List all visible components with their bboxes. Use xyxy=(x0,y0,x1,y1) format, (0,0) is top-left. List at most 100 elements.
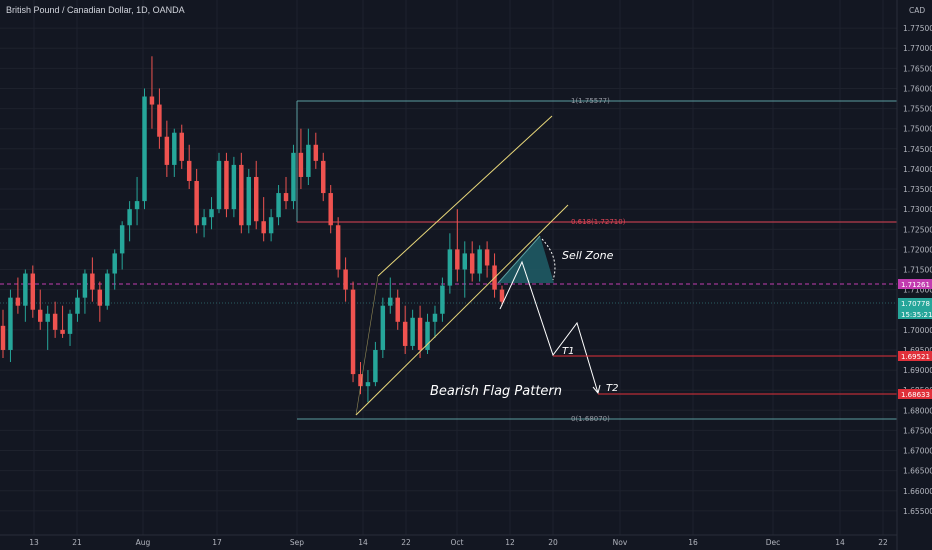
fib-level-0618-label: 0.618(1.72710) xyxy=(571,218,626,226)
candle-body xyxy=(38,309,43,322)
candle-body xyxy=(134,201,140,210)
candle-body xyxy=(432,313,438,322)
sell-zone-edge xyxy=(497,235,541,284)
candle-body xyxy=(127,209,132,226)
target-1-label: T1 xyxy=(562,346,574,357)
x-tick-labels: 13 21 Aug 17 Sep 14 22 Oct 12 20 Nov 16 Dec 14 22 xyxy=(29,538,888,547)
candle-body xyxy=(246,176,252,226)
channel-upper-line[interactable] xyxy=(377,115,553,277)
currency-label: CAD xyxy=(909,6,925,15)
y-tick-labels: 1.77500 1.77000 1.76500 1.76000 1.75500 1.750… xyxy=(903,24,932,516)
y-tick-label: 1.73500 xyxy=(903,185,932,194)
candle-body xyxy=(343,269,348,290)
target-1-price-tag-bg xyxy=(898,351,932,361)
candle-body xyxy=(425,321,430,350)
candle-body xyxy=(410,317,415,346)
x-tick-label: Nov xyxy=(613,538,628,547)
candle-body xyxy=(365,382,371,387)
candle-body xyxy=(440,285,445,314)
y-tick-label: 1.76000 xyxy=(903,84,932,93)
fib-level-1-label: 1(1.75577) xyxy=(571,97,610,105)
candle-body xyxy=(119,225,125,254)
y-tick-label: 1.71500 xyxy=(903,266,932,275)
x-tick-label: 17 xyxy=(212,538,222,547)
countdown-text: 15:35:21 xyxy=(901,311,932,319)
x-tick-label: 14 xyxy=(358,538,368,547)
sell-zone-label: Sell Zone xyxy=(562,249,614,262)
x-tick-label: Sep xyxy=(290,538,304,547)
last-price-tag: 1.70778 15:35:21 xyxy=(898,298,932,319)
candle-body xyxy=(455,249,460,270)
y-tick-label: 1.75500 xyxy=(903,105,932,114)
candle-body xyxy=(112,253,117,274)
y-tick-label: 1.74000 xyxy=(903,165,932,174)
candle-body xyxy=(373,349,378,383)
candle-body xyxy=(395,297,400,322)
candle-body xyxy=(209,209,214,218)
candle-body xyxy=(350,289,356,375)
projection-arrowhead xyxy=(592,384,601,395)
candle-body xyxy=(335,225,341,270)
price-axis-background xyxy=(897,0,932,550)
flagpole-line[interactable] xyxy=(355,275,379,416)
fibonacci-retracement[interactable]: 1(1.75577) 0.618(1.72710) 0(1.68070) xyxy=(296,97,897,423)
sell-zone-arrow xyxy=(541,238,556,281)
fib-level-0-label: 0(1.68070) xyxy=(571,415,610,423)
candle-body xyxy=(313,144,319,161)
y-tick-label: 1.76500 xyxy=(903,64,932,73)
x-tick-label: 21 xyxy=(72,538,82,547)
target-1-price-tag-text: 1.69521 xyxy=(901,353,930,361)
candle-body xyxy=(499,289,505,302)
candle-body xyxy=(186,160,192,181)
candle-body xyxy=(231,164,237,210)
y-tick-label: 1.72500 xyxy=(903,225,932,234)
price-axis[interactable]: CAD 1.775001.770001.765001.760001.755001… xyxy=(896,0,932,550)
last-price-tag-bg xyxy=(898,298,932,319)
candle-body xyxy=(82,273,88,298)
candle-body xyxy=(484,249,490,266)
y-tick-label: 1.66500 xyxy=(903,467,932,476)
price-tags: 1.71261 1.70778 15:35:21 1.69521 1.68633 xyxy=(898,279,932,399)
channel-lower-line[interactable] xyxy=(355,204,569,416)
target-1-price-tag: 1.69521 xyxy=(898,351,932,361)
y-tick-label: 1.72000 xyxy=(903,245,932,254)
x-tick-label: 22 xyxy=(878,538,888,547)
y-tick-label: 1.66000 xyxy=(903,487,932,496)
candle-body xyxy=(417,317,423,350)
x-tick-label: 12 xyxy=(505,538,515,547)
candle-body xyxy=(216,160,222,210)
y-tick-label: 1.75000 xyxy=(903,125,932,134)
candle-body xyxy=(253,176,259,222)
candle-body xyxy=(105,273,110,306)
candle-body xyxy=(328,193,333,226)
y-tick-label: 1.67500 xyxy=(903,426,932,435)
y-tick-label: 1.77000 xyxy=(903,44,932,53)
x-tick-label: Oct xyxy=(451,538,464,547)
y-tick-label: 1.77500 xyxy=(903,24,932,33)
target-2-price-tag-bg xyxy=(898,389,932,399)
candle-body xyxy=(224,160,229,210)
time-axis[interactable]: 13 21 Aug 17 Sep 14 22 Oct 12 20 Nov 16 Dec 14 22 xyxy=(0,534,897,547)
y-tick-label: 1.68000 xyxy=(903,406,932,415)
chart-title: British Pound / Canadian Dollar, 1D, OAN… xyxy=(6,5,185,15)
drawings[interactable]: Sell Zone Bearish Flag Pattern T1 T2 xyxy=(355,115,897,416)
sell-zone-triangle[interactable] xyxy=(498,236,554,283)
candle-body xyxy=(291,152,296,202)
candle-body xyxy=(469,253,475,274)
candle-body xyxy=(15,297,21,306)
current-price-tag-text: 1.71261 xyxy=(901,281,930,289)
x-tick-label: 13 xyxy=(29,538,39,547)
candle-body xyxy=(239,164,244,226)
candle-body xyxy=(380,305,386,350)
candle-body xyxy=(164,136,170,165)
candle-body xyxy=(447,249,453,286)
x-tick-label: 20 xyxy=(548,538,558,547)
candle-body xyxy=(75,297,80,314)
y-tick-label: 1.74500 xyxy=(903,145,932,154)
candle-body xyxy=(321,160,326,194)
x-tick-label: 14 xyxy=(835,538,845,547)
x-tick-label: 16 xyxy=(688,538,698,547)
current-price-tag-bg xyxy=(898,279,932,289)
x-tick-label: Dec xyxy=(766,538,781,547)
